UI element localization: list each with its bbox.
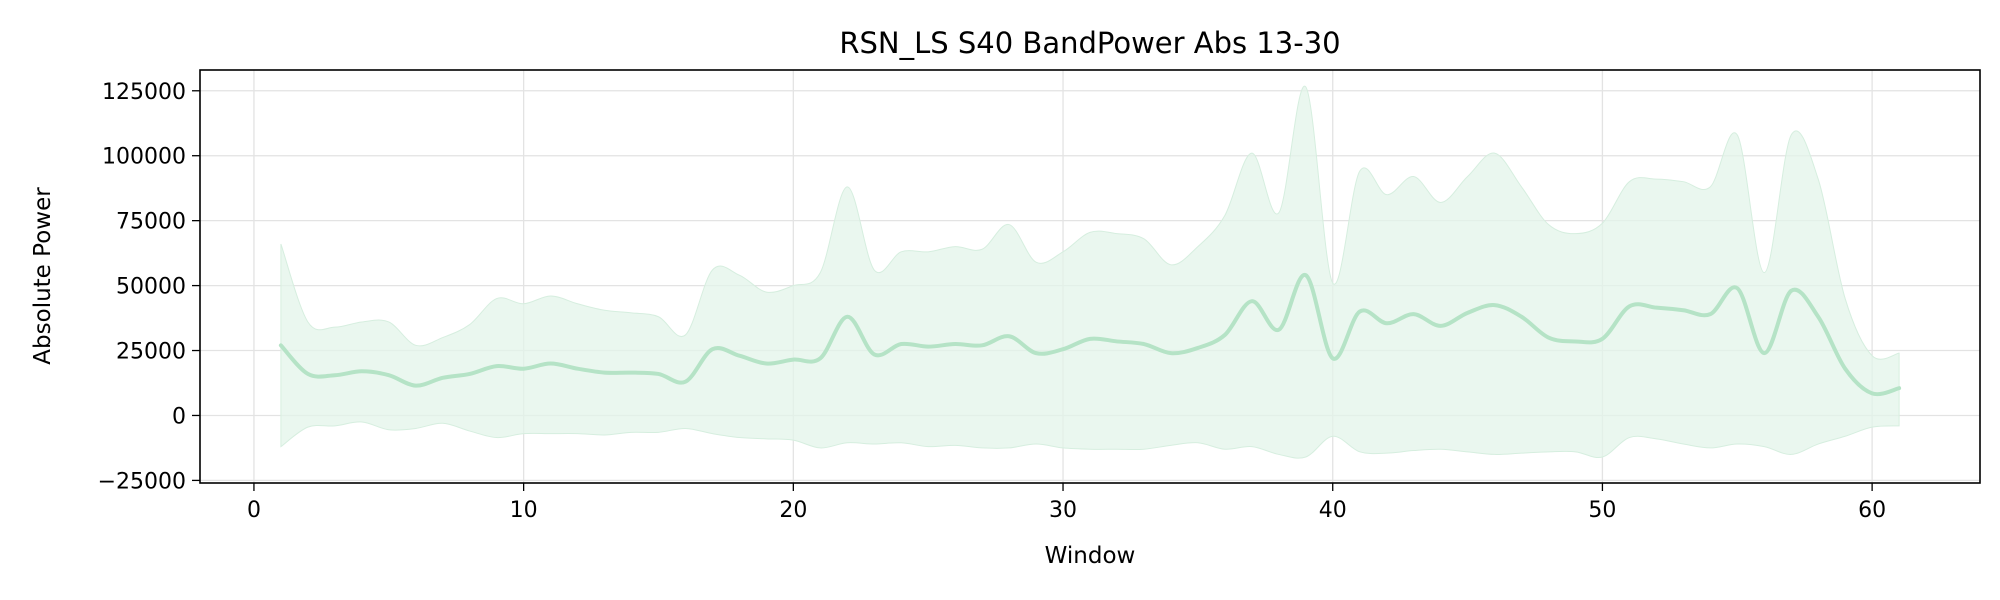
data-point <box>549 362 553 366</box>
data-point <box>495 364 499 368</box>
data-point <box>1520 315 1524 319</box>
data-point <box>953 342 957 346</box>
x-tick-label: 40 <box>1319 498 1347 523</box>
x-tick-label: 0 <box>247 498 261 523</box>
data-point <box>603 371 607 375</box>
x-axis-title: Window <box>1045 543 1136 569</box>
data-point <box>387 373 391 377</box>
data-point <box>1843 367 1847 371</box>
x-tick-label: 20 <box>779 498 807 523</box>
data-point <box>1816 315 1820 319</box>
data-point <box>1439 324 1443 328</box>
data-point <box>1600 337 1604 341</box>
data-point <box>926 345 930 349</box>
x-tick-label: 50 <box>1588 498 1616 523</box>
line-layer <box>278 273 1902 397</box>
data-point <box>980 343 984 347</box>
data-point <box>791 358 795 362</box>
data-point <box>306 372 310 376</box>
series-band <box>280 86 1900 459</box>
data-point <box>1870 391 1874 395</box>
y-axis-title: Absolute Power <box>30 187 56 365</box>
data-point <box>441 376 445 380</box>
chart-title: RSN_LS S40 BandPower Abs 13-30 <box>839 26 1340 60</box>
data-point <box>522 367 526 371</box>
data-point <box>1681 308 1685 312</box>
y-tick-label: 100000 <box>102 145 186 170</box>
data-point <box>1546 336 1550 340</box>
data-point <box>1223 333 1227 337</box>
series-line <box>278 273 1902 397</box>
data-point <box>1358 310 1362 314</box>
data-point <box>1304 273 1308 277</box>
data-point <box>1573 339 1577 343</box>
data-point <box>1061 347 1065 351</box>
y-tick-label: 125000 <box>102 80 186 105</box>
data-point <box>899 342 903 346</box>
y-tick-label: 25000 <box>116 340 186 365</box>
data-point <box>656 372 660 376</box>
data-point <box>576 367 580 371</box>
data-point <box>468 372 472 376</box>
data-point <box>764 362 768 366</box>
data-point <box>710 347 714 351</box>
data-point <box>1466 311 1470 315</box>
y-tick-label: 0 <box>172 404 186 429</box>
data-point <box>1007 334 1011 338</box>
data-point <box>737 354 741 358</box>
data-point <box>1897 386 1901 390</box>
x-axis: 0 10 20 30 40 50 60 <box>247 483 1886 523</box>
band-layer <box>280 86 1900 459</box>
data-point <box>1412 312 1416 316</box>
data-point <box>1708 312 1712 316</box>
data-point <box>1735 286 1739 290</box>
x-tick-label: 10 <box>510 498 538 523</box>
data-point <box>1654 306 1658 310</box>
plot-frame <box>199 69 1981 484</box>
data-point <box>1142 342 1146 346</box>
data-point <box>1250 299 1254 303</box>
data-point <box>1034 351 1038 355</box>
x-tick-label: 60 <box>1858 498 1886 523</box>
data-point <box>818 356 822 360</box>
x-tick-label: 30 <box>1049 498 1077 523</box>
data-point <box>360 369 364 373</box>
data-point <box>1493 303 1497 307</box>
data-point <box>279 343 283 347</box>
data-point <box>630 371 634 375</box>
data-point <box>333 373 337 377</box>
y-tick-label: −25000 <box>98 469 186 494</box>
data-point <box>1789 289 1793 293</box>
data-point <box>1385 321 1389 325</box>
data-point <box>1115 339 1119 343</box>
data-point <box>1169 351 1173 355</box>
data-point <box>1196 346 1200 350</box>
data-point <box>414 384 418 388</box>
y-tick-label: 75000 <box>116 210 186 235</box>
data-point <box>683 380 687 384</box>
y-tick-label: 50000 <box>116 275 186 300</box>
data-point <box>1762 351 1766 355</box>
data-point <box>845 315 849 319</box>
data-point <box>872 352 876 356</box>
data-point <box>1331 356 1335 360</box>
y-axis: −25000 0 25000 50000 75000 100000 125000 <box>98 80 200 494</box>
data-point <box>1277 328 1281 332</box>
data-point <box>1088 337 1092 341</box>
data-point <box>1627 304 1631 308</box>
